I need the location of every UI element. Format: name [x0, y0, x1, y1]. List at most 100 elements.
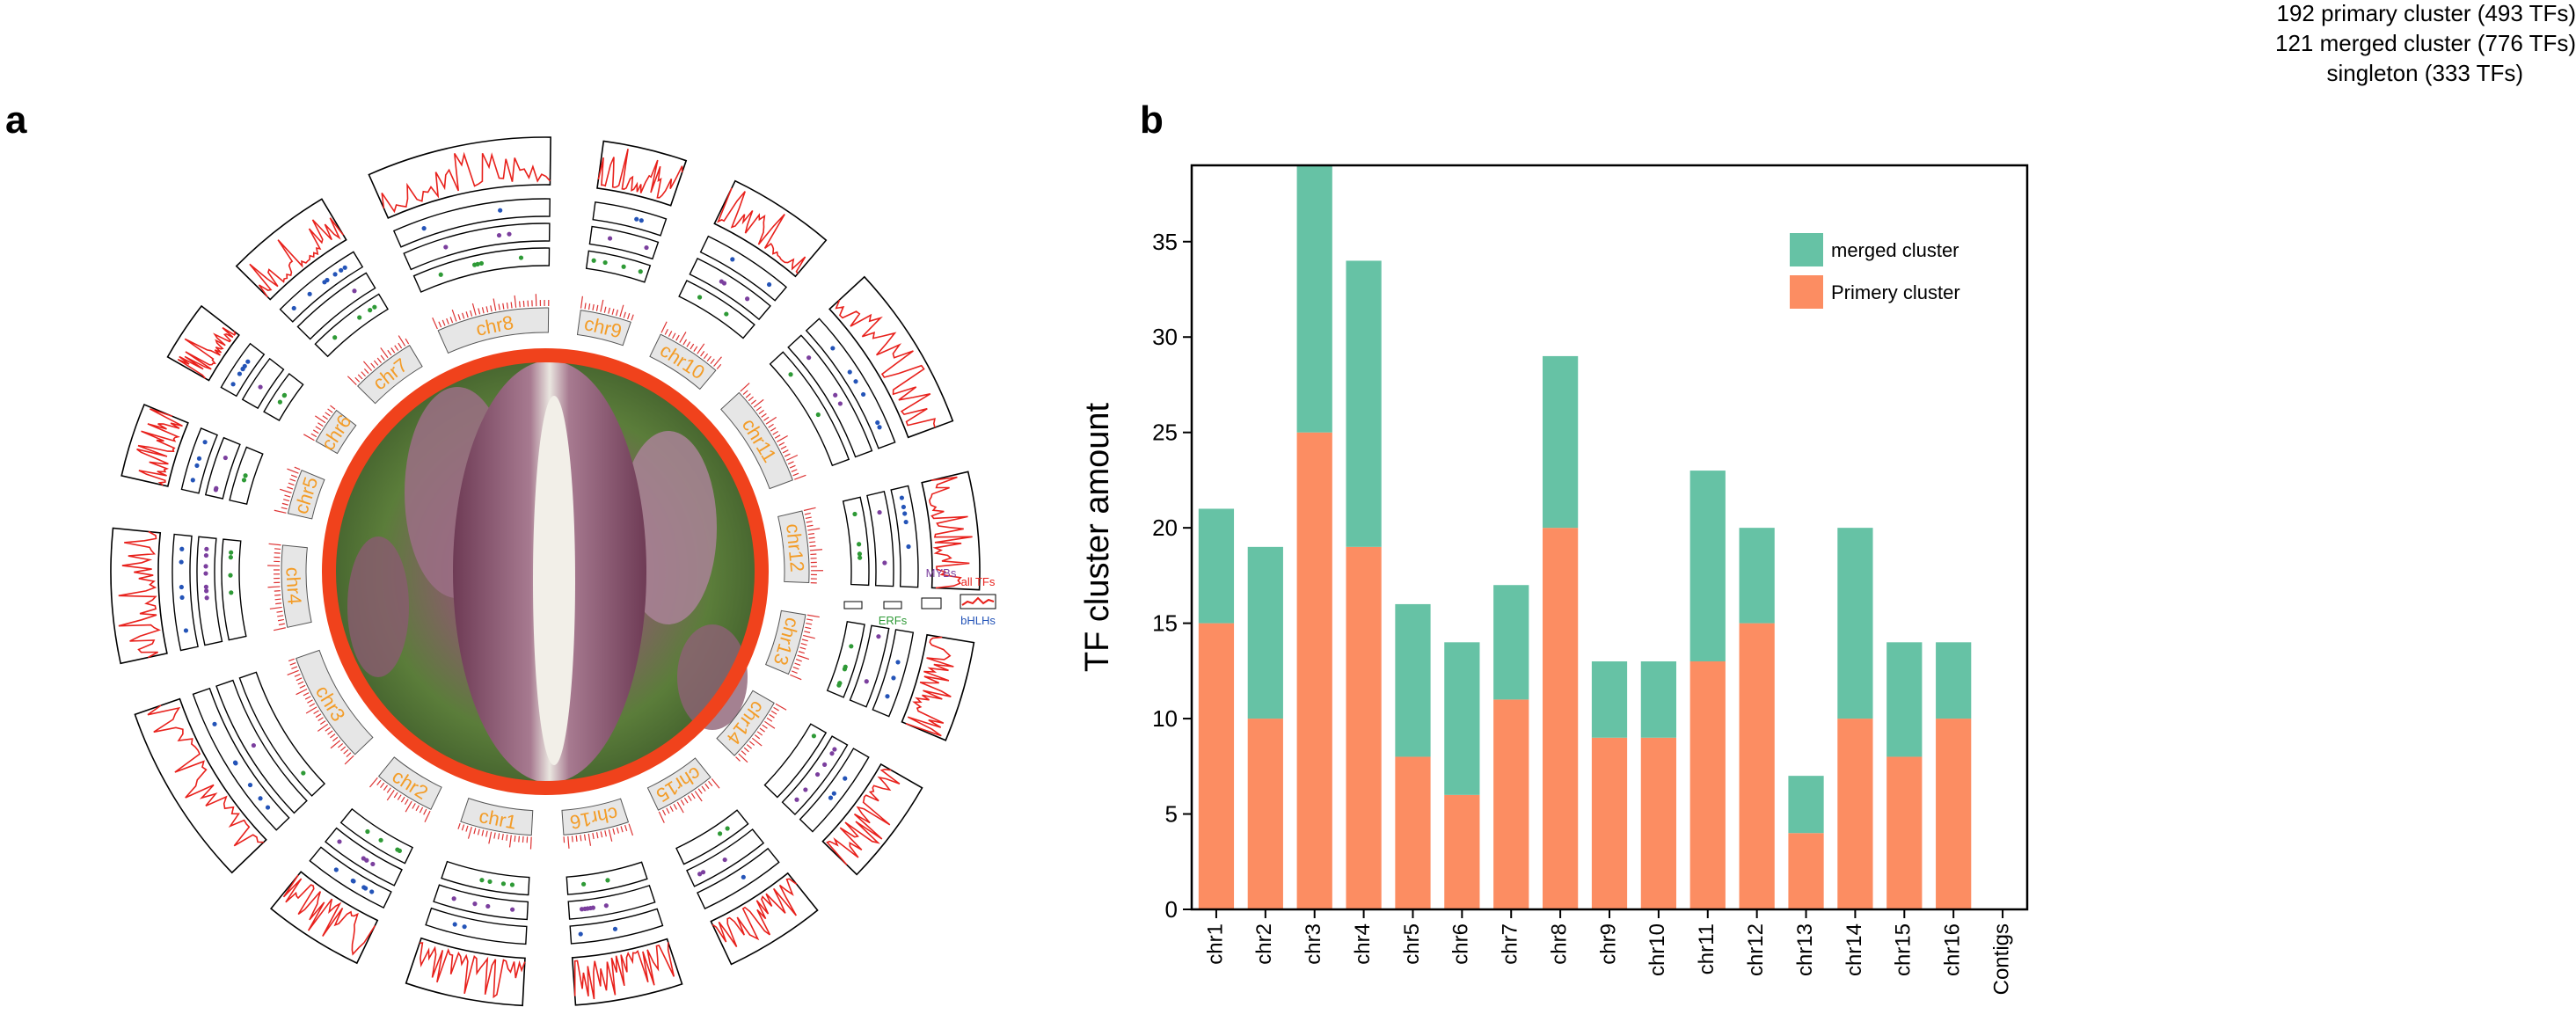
track-1 [689, 257, 771, 321]
track-0 [238, 671, 326, 797]
bar-chr2-primary [1247, 719, 1283, 909]
gene-dot [811, 733, 816, 739]
scale-tick [804, 512, 811, 515]
scale-tick [775, 703, 787, 711]
track-1 [686, 828, 765, 887]
gene-dot [351, 879, 356, 884]
gene-dot [591, 258, 596, 263]
track-1 [215, 679, 308, 814]
scale-tick [765, 416, 777, 425]
scale-tick [288, 658, 295, 662]
gene-dot [475, 261, 480, 266]
scale-tick [310, 433, 317, 438]
gene-dot [204, 546, 209, 551]
chromosome-chr1: chr1 [405, 798, 534, 1007]
scale-tick [490, 305, 493, 312]
scale-tick [567, 836, 570, 849]
gene-dot [875, 420, 880, 426]
gene-dot [281, 392, 288, 398]
gene-dot [510, 907, 515, 912]
scale-tick [307, 699, 313, 704]
gene-dot [479, 878, 485, 883]
gene-dot [214, 485, 219, 491]
scale-tick [619, 304, 624, 317]
scale-tick [603, 306, 607, 313]
scale-tick [380, 354, 385, 361]
scale-tick [386, 787, 391, 793]
gene-dot [788, 372, 793, 377]
scale-tick [806, 618, 814, 621]
scale-tick [344, 755, 354, 765]
scale-tick [274, 509, 287, 514]
bar-chr14-merged [1837, 528, 1873, 719]
scale-tick [518, 836, 521, 843]
legend-label-primary: Primery cluster [1831, 281, 1960, 303]
gene-dot [301, 770, 306, 776]
scale-tick [276, 610, 283, 613]
density-line-chr12 [929, 476, 973, 589]
scale-tick [325, 412, 331, 417]
gene-dot [831, 791, 836, 796]
scale-tick [405, 800, 412, 813]
scale-tick [803, 634, 815, 639]
gene-dot [223, 455, 228, 461]
scale-tick [340, 746, 347, 752]
ideogram-chr2 [377, 756, 442, 810]
x-tick-label: chr2 [1252, 923, 1276, 965]
scale-tick [309, 703, 316, 707]
bar-chr11-primary [1689, 661, 1726, 909]
gene-dot [607, 236, 613, 241]
scale-tick [330, 405, 336, 410]
gene-dot [365, 828, 370, 835]
gene-dot [203, 571, 208, 576]
scale-tick [690, 343, 695, 350]
scale-tick [400, 796, 405, 803]
ideogram-chr5 [287, 469, 325, 520]
scale-tick [393, 792, 398, 799]
bar-chr9-primary [1591, 737, 1628, 909]
chromosome-chr2: chr2 [269, 756, 442, 965]
gene-dot [369, 889, 375, 894]
scale-tick [438, 321, 442, 328]
scale-tick [683, 797, 689, 804]
scale-tick [700, 350, 705, 357]
track-0 [763, 723, 828, 799]
scale-tick [304, 696, 311, 700]
bar-chr11-merged [1689, 471, 1726, 661]
scale-tick [809, 541, 816, 544]
scale-tick [713, 356, 722, 367]
scale-tick [376, 779, 382, 786]
scale-tick [315, 713, 322, 719]
density-line-chr11 [835, 299, 936, 428]
scale-tick [477, 828, 480, 836]
scale-tick [711, 777, 720, 789]
scale-tick [628, 823, 634, 836]
scale-tick [682, 339, 688, 346]
scale-tick [277, 615, 284, 617]
scale-tick [693, 346, 698, 352]
scale-tick [778, 442, 785, 446]
gene-dot [590, 905, 596, 910]
scale-tick [631, 314, 634, 321]
gene-dot [372, 304, 377, 310]
gene-dot [700, 870, 706, 875]
density-frame [596, 140, 688, 207]
gene-dot [190, 478, 195, 483]
scale-tick [755, 406, 763, 412]
gene-dot [885, 694, 890, 699]
ideogram-chr1 [460, 798, 534, 836]
x-tick-label: chr3 [1302, 923, 1325, 965]
ideogram-chr4 [281, 544, 312, 628]
ideogram-chr8 [437, 307, 550, 354]
scale-tick [756, 731, 763, 736]
scale-tick [575, 835, 578, 842]
scale-tick [660, 321, 668, 333]
scale-tick [398, 342, 403, 349]
scale-tick [330, 733, 336, 739]
scale-tick [798, 651, 805, 654]
scale-tick [612, 828, 616, 835]
scale-tick [806, 524, 814, 528]
gene-dot [815, 412, 821, 418]
gene-dot [849, 644, 854, 649]
track-1 [196, 536, 223, 646]
